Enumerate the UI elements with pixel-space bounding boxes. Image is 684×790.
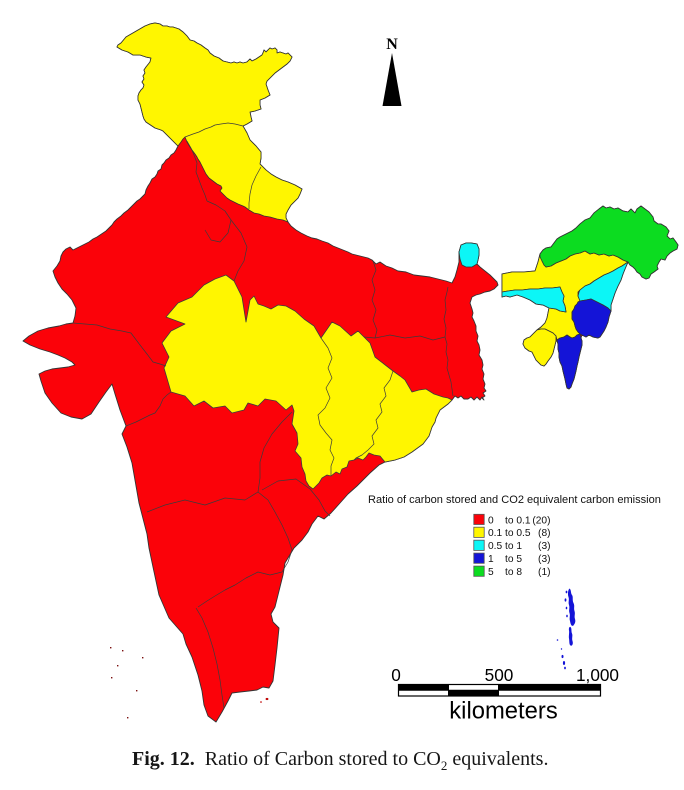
svg-text:to 8: to 8 bbox=[505, 567, 522, 578]
svg-text:(1): (1) bbox=[538, 567, 550, 578]
svg-text:Ratio of carbon stored and CO2: Ratio of carbon stored and CO2 equivalen… bbox=[368, 494, 661, 506]
svg-text:to 5: to 5 bbox=[505, 554, 522, 565]
svg-text:(3): (3) bbox=[538, 541, 550, 552]
svg-text:N: N bbox=[386, 36, 398, 53]
svg-text:0: 0 bbox=[391, 665, 401, 685]
svg-text:(3): (3) bbox=[538, 554, 550, 565]
svg-text:to 0.1: to 0.1 bbox=[505, 515, 531, 526]
svg-text:(8): (8) bbox=[538, 528, 550, 539]
svg-text:0.5: 0.5 bbox=[488, 541, 502, 552]
svg-text:to 1: to 1 bbox=[505, 541, 522, 552]
svg-text:5: 5 bbox=[488, 567, 494, 578]
svg-text:kilometers: kilometers bbox=[449, 698, 558, 725]
svg-text:0.1: 0.1 bbox=[488, 528, 502, 539]
svg-text:1: 1 bbox=[488, 554, 494, 565]
svg-text:(20): (20) bbox=[532, 515, 550, 526]
svg-text:0: 0 bbox=[488, 515, 494, 526]
svg-text:500: 500 bbox=[485, 665, 514, 685]
svg-text:to 0.5: to 0.5 bbox=[505, 528, 531, 539]
svg-text:1,000: 1,000 bbox=[576, 665, 619, 685]
